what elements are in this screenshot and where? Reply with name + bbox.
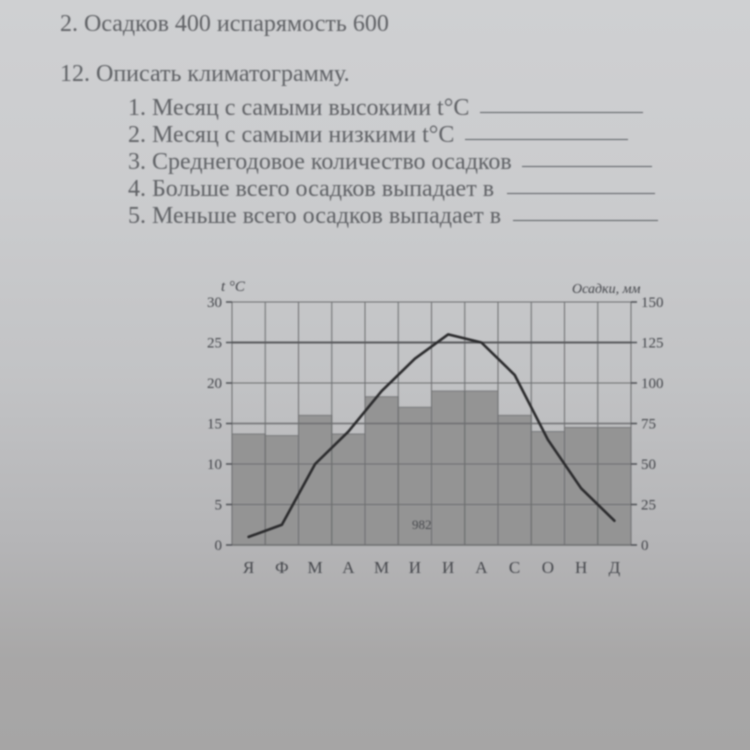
svg-text:25: 25 [207,336,222,352]
svg-text:Д: Д [609,558,621,577]
svg-text:982: 982 [412,517,432,532]
svg-text:150: 150 [641,295,664,311]
svg-text:Осадки, мм: Осадки, мм [572,282,641,297]
svg-text:25: 25 [641,498,656,514]
svg-text:20: 20 [207,376,222,392]
svg-text:15: 15 [207,417,222,433]
svg-text:О: О [542,558,554,577]
svg-text:100: 100 [641,376,664,392]
svg-text:30: 30 [207,295,222,311]
svg-text:0: 0 [641,538,649,554]
svg-text:А: А [475,558,488,577]
svg-text:Я: Я [243,558,254,577]
svg-text:t °C: t °C [221,279,246,295]
svg-text:М: М [308,558,323,577]
svg-text:50: 50 [641,457,656,473]
svg-text:5: 5 [215,498,223,514]
svg-text:И: И [442,558,454,577]
svg-text:Н: Н [575,558,587,577]
svg-text:75: 75 [641,417,656,433]
svg-text:0: 0 [215,538,223,554]
svg-text:М: М [374,558,389,577]
svg-text:С: С [509,558,520,577]
svg-text:10: 10 [207,457,222,473]
svg-text:125: 125 [641,336,664,352]
svg-text:И: И [409,558,421,577]
svg-text:Ф: Ф [275,558,288,577]
svg-text:А: А [342,558,355,577]
